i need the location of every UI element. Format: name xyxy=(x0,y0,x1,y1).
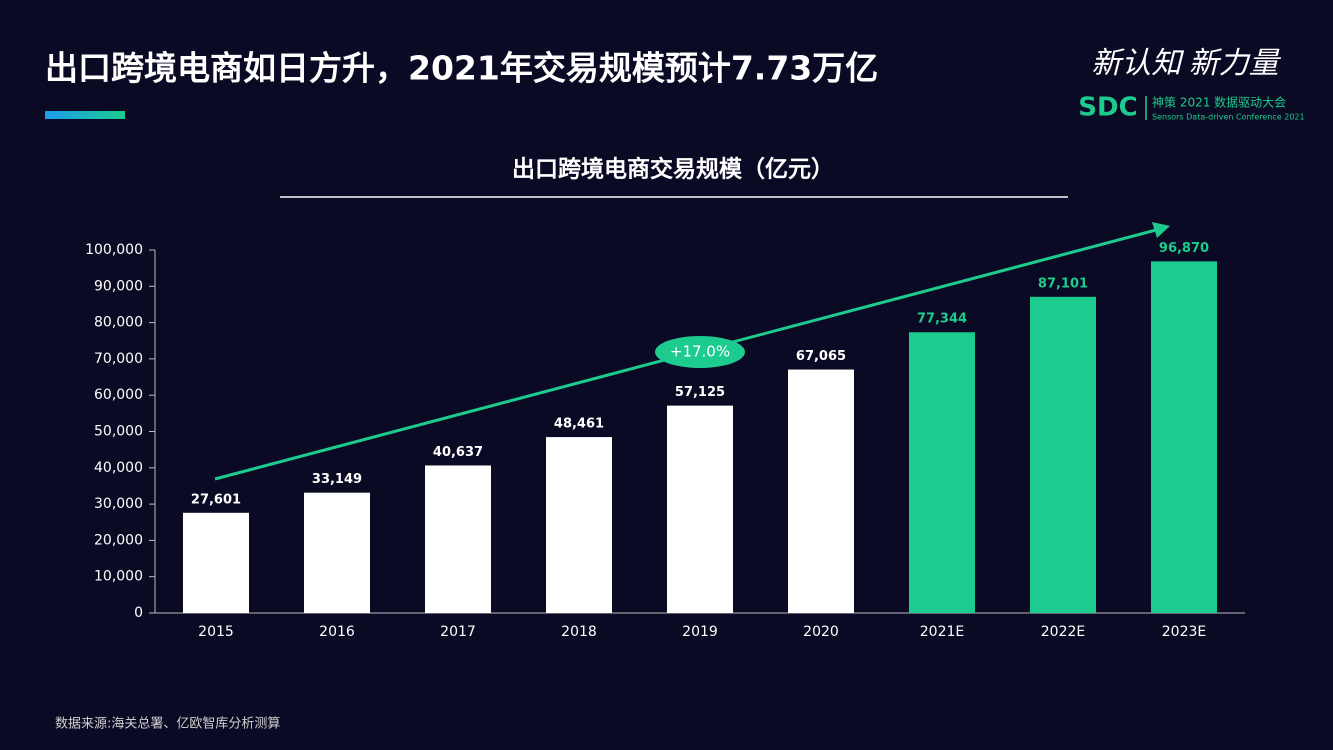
slide-title: 出口跨境电商如日方升，2021年交易规模预计7.73万亿 xyxy=(45,49,878,88)
x-tick-label: 2018 xyxy=(561,624,597,640)
bar xyxy=(546,437,612,613)
bar xyxy=(1030,296,1096,613)
logo-mark: SDC xyxy=(1078,93,1137,123)
x-tick-label: 2022E xyxy=(1041,624,1085,640)
value-label: 40,637 xyxy=(433,445,483,460)
y-tick-label: 60,000 xyxy=(94,387,143,403)
bar xyxy=(667,405,733,613)
value-label: 77,344 xyxy=(917,312,967,327)
y-tick-label: 30,000 xyxy=(94,496,143,512)
logo-name: 神策 2021 数据驱动大会 xyxy=(1152,95,1286,110)
annotation-pill xyxy=(655,336,745,368)
chart-title: 出口跨境电商交易规模（亿元） xyxy=(512,156,834,183)
x-tick-label: 2023E xyxy=(1162,624,1206,640)
x-tick-label: 2016 xyxy=(319,624,355,640)
y-tick-label: 70,000 xyxy=(94,351,143,367)
value-label: 96,870 xyxy=(1159,241,1209,256)
logo-subname: Sensors Data-driven Conference 2021 xyxy=(1152,113,1305,122)
title-underline xyxy=(45,111,125,119)
bar xyxy=(788,369,854,613)
y-tick-label: 0 xyxy=(134,605,143,621)
bar xyxy=(909,332,975,613)
x-tick-label: 2015 xyxy=(198,624,234,640)
bar xyxy=(304,492,370,613)
x-tick-label: 2020 xyxy=(803,624,839,640)
y-tick-label: 40,000 xyxy=(94,460,143,476)
bar xyxy=(1151,261,1217,613)
y-tick-label: 50,000 xyxy=(94,424,143,440)
source-note: 数据来源:海关总署、亿欧智库分析测算 xyxy=(55,716,280,732)
y-tick-label: 10,000 xyxy=(94,569,143,585)
annotation: +17.0% xyxy=(670,343,730,361)
bar xyxy=(183,512,249,613)
bar xyxy=(425,465,491,613)
value-label: 33,149 xyxy=(312,472,362,487)
value-label: 57,125 xyxy=(675,385,725,400)
x-tick-label: 2019 xyxy=(682,624,718,640)
trend-arrowhead xyxy=(1152,222,1170,238)
value-label: 87,101 xyxy=(1038,276,1088,291)
y-tick-label: 90,000 xyxy=(94,278,143,294)
y-tick-label: 100,000 xyxy=(85,242,143,258)
value-label: 27,601 xyxy=(191,492,241,507)
y-tick-label: 80,000 xyxy=(94,315,143,331)
logo-slogan: 新认知 新力量 xyxy=(1091,47,1281,80)
x-tick-label: 2021E xyxy=(920,624,964,640)
y-tick-label: 20,000 xyxy=(94,532,143,548)
value-label: 67,065 xyxy=(796,349,846,364)
x-tick-label: 2017 xyxy=(440,624,476,640)
value-label: 48,461 xyxy=(554,417,604,432)
